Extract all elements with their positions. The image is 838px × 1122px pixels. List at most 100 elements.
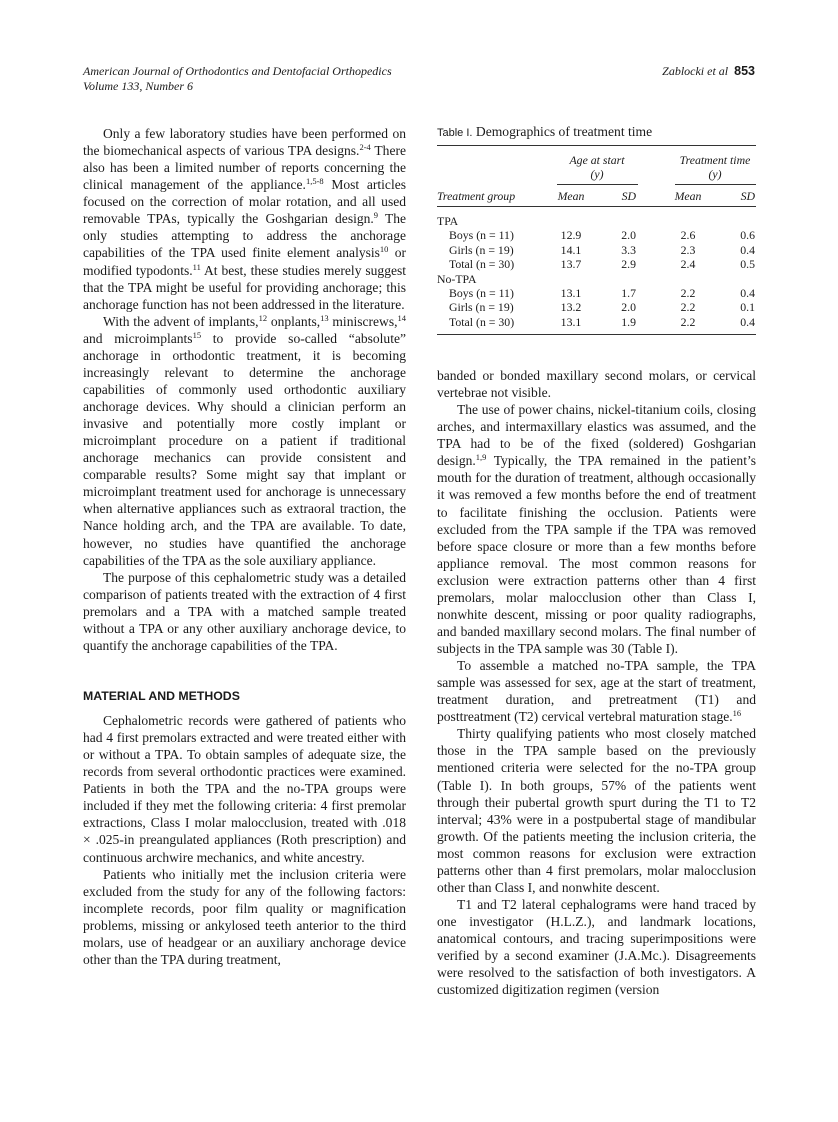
- table-rule: [437, 206, 756, 207]
- paragraph: Thirty qualifying patients who most clos…: [437, 725, 756, 896]
- table-cell: 14.1: [560, 242, 582, 257]
- citation-superscript: 9: [373, 210, 379, 221]
- citation-superscript: 11: [192, 261, 201, 272]
- table-cell: 13.7: [560, 257, 582, 272]
- paragraph: Only a few laboratory studies have been …: [83, 125, 406, 313]
- paragraph-text: The purpose of this cephalometric study …: [83, 569, 406, 653]
- citation-superscript: 10: [379, 244, 389, 255]
- table-cell: 0.4: [740, 242, 755, 257]
- column-header: Treatment group: [437, 189, 516, 203]
- page-number: 853: [734, 64, 755, 78]
- paragraph-text: With the advent of implants,: [103, 313, 259, 329]
- table-cell: 2.2: [680, 286, 696, 300]
- table-row-label: Total (n = 30): [449, 257, 515, 272]
- citation-superscript: 12: [258, 312, 268, 323]
- paragraph-text: Typically, the TPA remained in the patie…: [437, 453, 756, 656]
- paragraph-text: To assemble a matched no-TPA sample, the…: [437, 658, 756, 725]
- citation-superscript: 2-4: [359, 142, 371, 153]
- table-cell: 2.0: [621, 228, 636, 243]
- table-cell: 2.6: [680, 228, 696, 243]
- paragraph-text: Cephalometric records were gathered of p…: [83, 713, 406, 865]
- paragraph-text: and microimplants: [83, 330, 193, 346]
- column-header: SD: [740, 189, 755, 203]
- section-heading: MATERIAL AND METHODS: [83, 688, 406, 705]
- table-cell: 0.4: [740, 286, 755, 300]
- table-group-label: TPA: [437, 214, 459, 228]
- table-row-label: Total (n = 30): [449, 314, 515, 329]
- table-cell: 0.1: [740, 300, 755, 315]
- paragraph: banded or bonded maxillary second molars…: [437, 367, 756, 401]
- paragraph: T1 and T2 lateral cephalograms were hand…: [437, 896, 756, 998]
- paragraph: Cephalometric records were gathered of p…: [83, 712, 406, 866]
- table-row-label: Girls (n = 19): [449, 300, 514, 315]
- paragraph-text: T1 and T2 lateral cephalograms were hand…: [437, 896, 756, 998]
- table-caption: Table I. Demographics of treatment time: [437, 124, 652, 140]
- paragraph-text: to provide so-called “absolute” anchorag…: [83, 330, 406, 568]
- table-cell: 0.5: [740, 257, 755, 272]
- table-cell: 12.9: [560, 228, 582, 243]
- citation-superscript: 13: [320, 312, 329, 323]
- table-group-label: No-TPA: [437, 271, 477, 286]
- paragraph-text: Thirty qualifying patients who most clos…: [437, 726, 756, 895]
- column-group-unit: (y): [590, 167, 604, 181]
- paragraph-text: At best, these studies merely suggest th…: [83, 262, 407, 312]
- table-cell: 0.6: [740, 228, 755, 243]
- paragraph-text: onplants,: [267, 313, 321, 329]
- table-cell: 2.2: [680, 300, 696, 315]
- table-cell: 2.9: [621, 257, 636, 272]
- table-cell: 2.4: [680, 257, 696, 272]
- column-header: SD: [621, 189, 636, 203]
- table-rule: [557, 184, 638, 185]
- running-header-right: Zablocki et al 853: [662, 64, 755, 79]
- paragraph: The use of power chains, nickel-titanium…: [437, 401, 756, 657]
- column-header: Mean: [557, 189, 585, 203]
- journal-volume: Volume 133, Number 6: [83, 78, 193, 93]
- citation-superscript: 14: [397, 312, 407, 323]
- column-group-unit: (y): [708, 167, 722, 181]
- paragraph: The purpose of this cephalometric study …: [83, 569, 406, 654]
- citation-superscript: 1,5-8: [305, 176, 324, 187]
- table-cell: 13.2: [560, 300, 582, 315]
- table-rule: [675, 184, 756, 185]
- table-cell: 1.7: [621, 286, 636, 300]
- column-group-header: Age at start: [569, 153, 625, 167]
- running-authors: Zablocki et al: [662, 64, 729, 78]
- paragraph-text: or modified typodonts.: [83, 245, 407, 278]
- paragraph-text: Most articles focused on the correction …: [83, 177, 406, 227]
- running-header-journal: American Journal of Orthodontics and Den…: [83, 64, 392, 93]
- table-row-label: Boys (n = 11): [449, 228, 514, 243]
- table-rule: [437, 145, 756, 146]
- table-label: Table I.: [437, 127, 473, 139]
- paragraph: Patients who initially met the inclusion…: [83, 866, 406, 968]
- column-group-header: Treatment time: [679, 153, 751, 167]
- table-row-label: Girls (n = 19): [449, 242, 514, 257]
- paragraph-text: The use of power chains, nickel-titanium…: [437, 402, 756, 469]
- paragraph-text: MATERIAL AND METHODS: [83, 688, 240, 703]
- table-cell: 13.1: [560, 286, 582, 300]
- table-cell: 2.2: [680, 314, 696, 329]
- column-header: Mean: [674, 189, 702, 203]
- paragraph-text: Patients who initially met the inclusion…: [83, 866, 406, 967]
- table-title: Demographics of treatment time: [475, 124, 653, 139]
- paragraph: With the advent of implants,12 onplants,…: [83, 313, 406, 569]
- table-cell: 3.3: [621, 242, 636, 257]
- table-cell: 1.9: [621, 314, 636, 329]
- right-column: banded or bonded maxillary second molars…: [437, 367, 756, 998]
- table-cell: 13.1: [560, 314, 582, 329]
- citation-superscript: 1,9: [475, 452, 487, 463]
- table-cell: 2.0: [621, 300, 636, 315]
- table-rule: [437, 334, 756, 335]
- citation-superscript: 16: [732, 708, 742, 719]
- table-cell: 2.3: [680, 242, 696, 257]
- paragraph: To assemble a matched no-TPA sample, the…: [437, 657, 756, 725]
- paragraph-text: miniscrews,: [328, 313, 398, 329]
- journal-name: American Journal of Orthodontics and Den…: [83, 64, 392, 78]
- table-cell: 0.4: [740, 314, 755, 329]
- left-column: Only a few laboratory studies have been …: [83, 125, 406, 968]
- paragraph-text: There also has been a limited number of …: [83, 143, 406, 193]
- citation-superscript: 15: [192, 329, 202, 340]
- paragraph-text: The only studies attempting to address t…: [83, 211, 407, 261]
- paragraph-text: Only a few laboratory studies have been …: [83, 126, 406, 159]
- paragraph-text: banded or bonded maxillary second molars…: [437, 368, 756, 401]
- table-row-label: Boys (n = 11): [449, 286, 514, 300]
